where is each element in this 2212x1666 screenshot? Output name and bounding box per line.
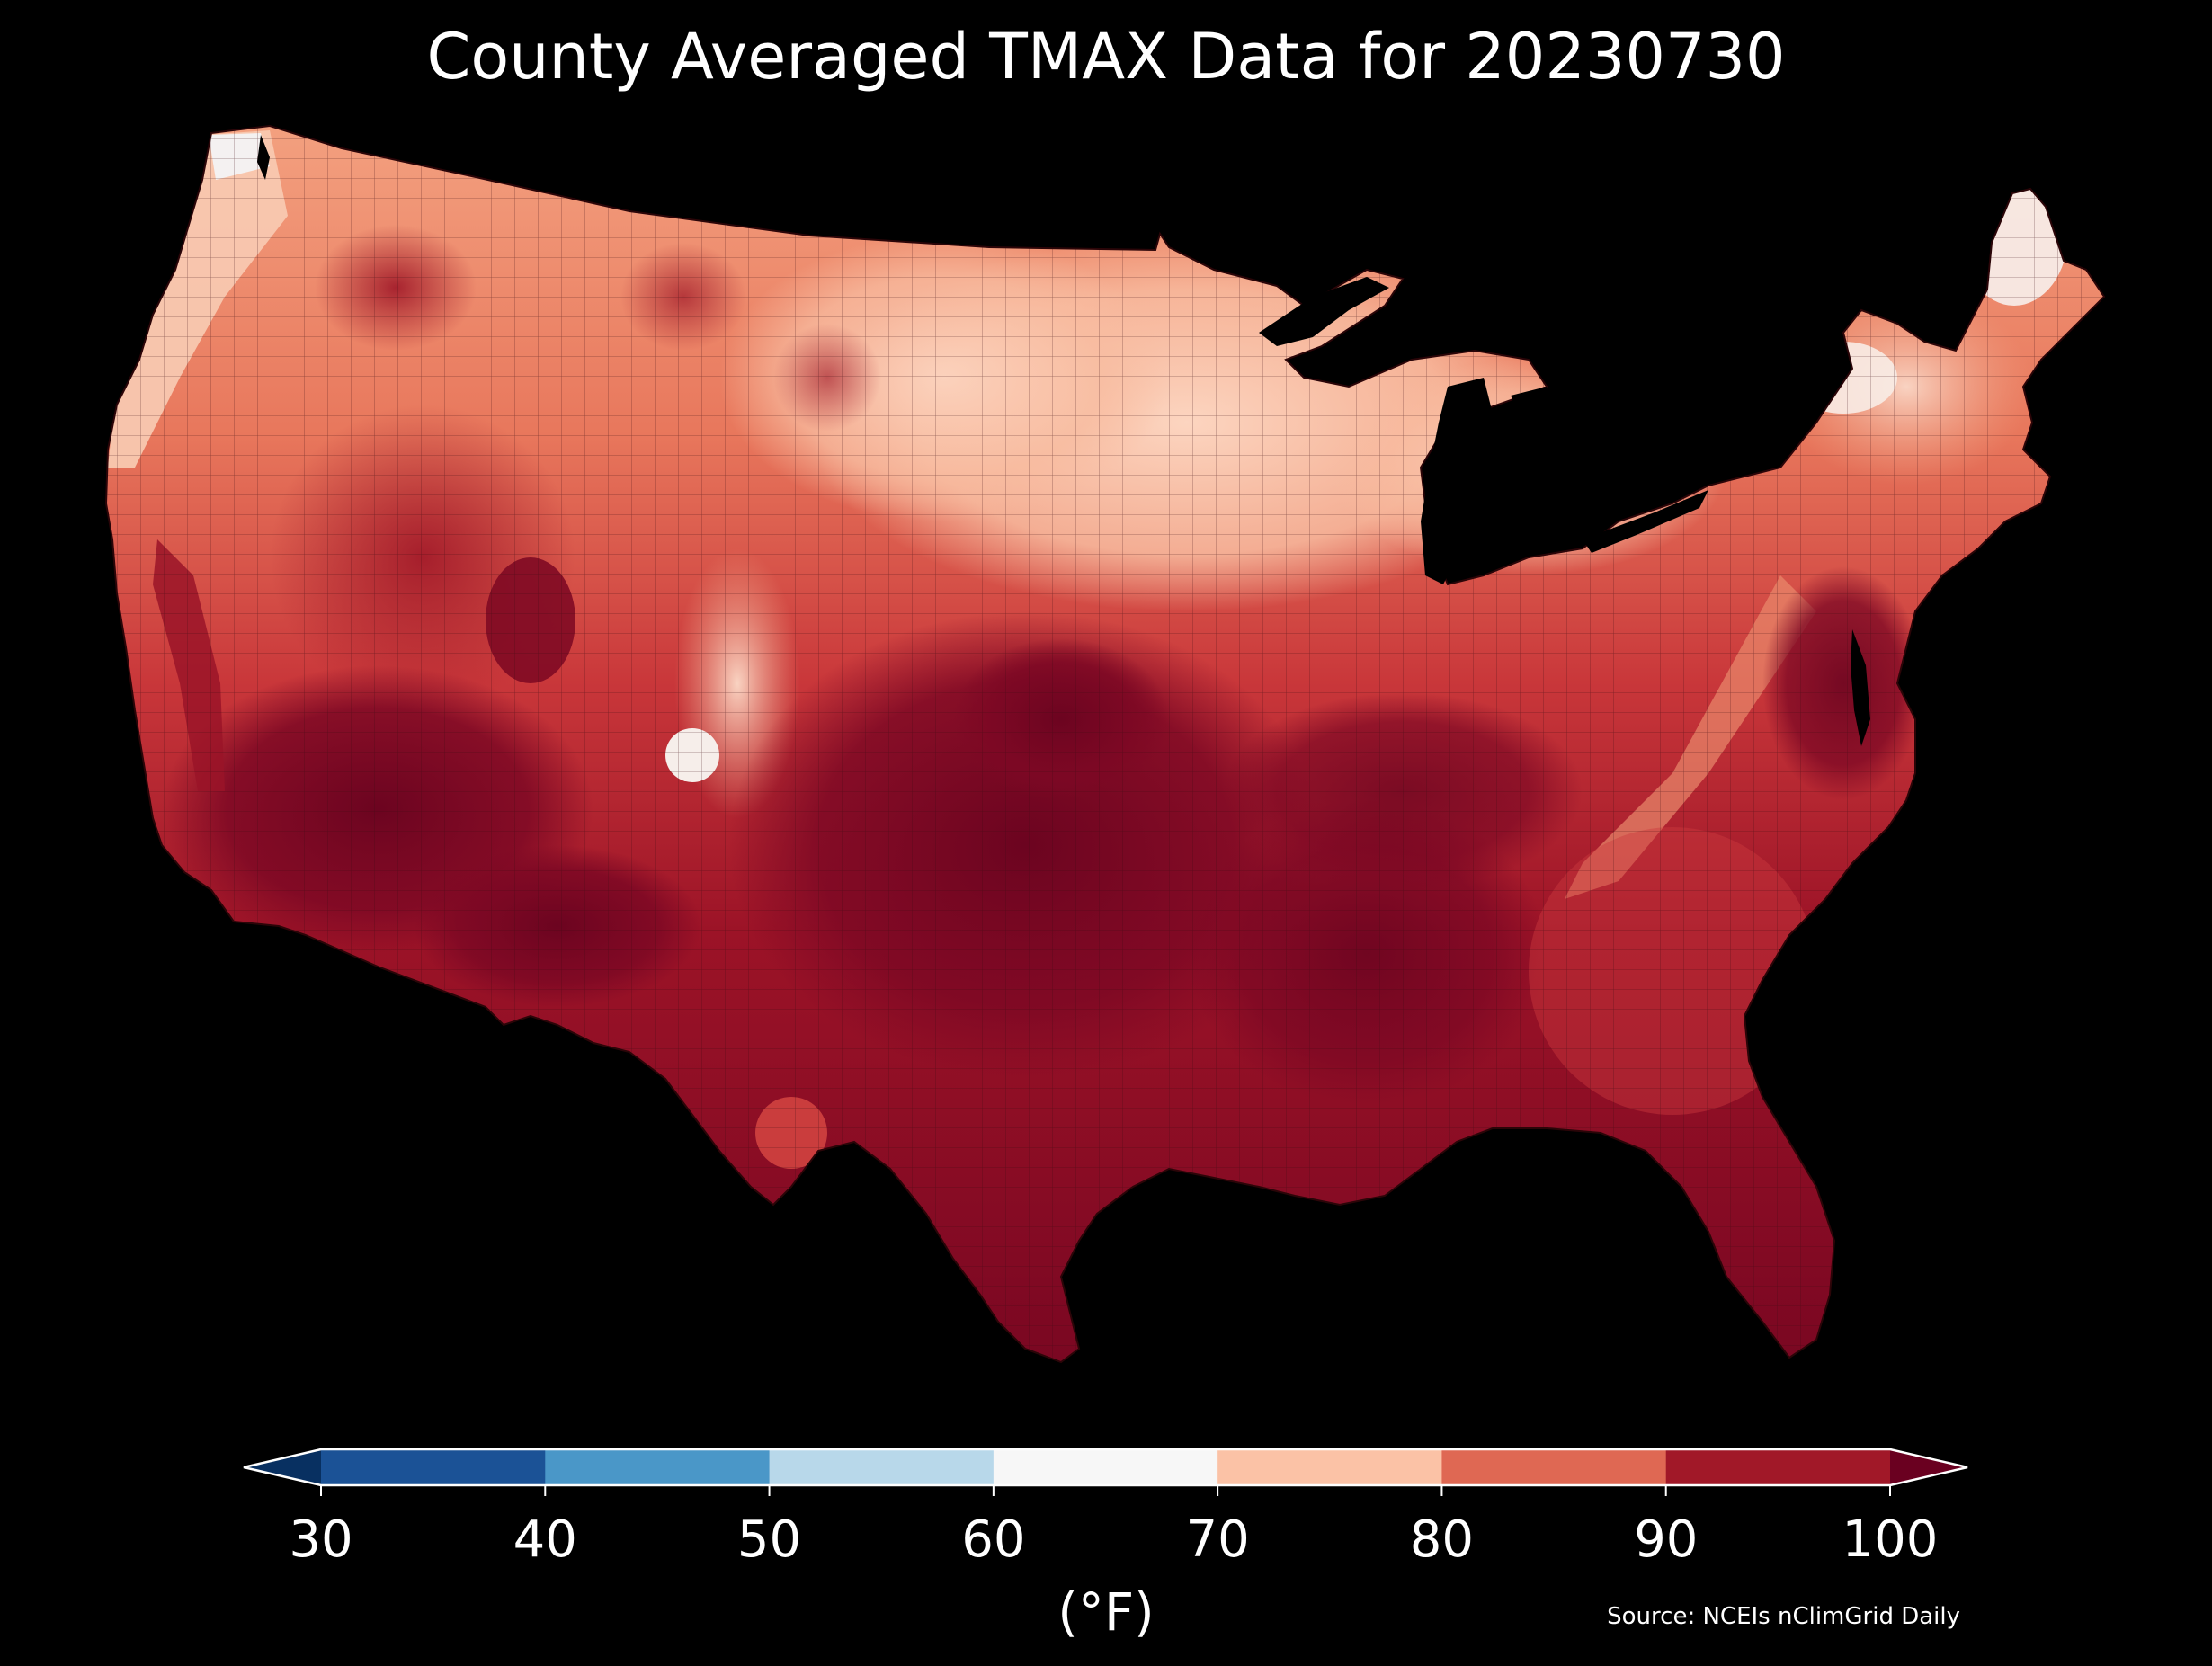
lake-erie — [1583, 490, 1708, 553]
colorbar-tick-label: 50 — [736, 1510, 802, 1569]
temperature-field — [106, 126, 2104, 1362]
map-title: County Averaged TMAX Data for 20230730 — [426, 20, 1786, 94]
colorbar-tick-label: 90 — [1634, 1510, 1699, 1569]
colorbar-over-arrow — [1890, 1449, 1967, 1485]
lake-superior — [1259, 277, 1389, 346]
colorbar-tick-label: 40 — [513, 1510, 577, 1569]
colorbar — [243, 1448, 1968, 1496]
colorbar-tick-label: 70 — [1185, 1510, 1250, 1569]
puget-sound — [257, 135, 270, 180]
colorbar-bin — [769, 1449, 995, 1485]
lake-huron — [1511, 387, 1565, 468]
colorbar-bin — [321, 1449, 546, 1485]
colorbar-bin — [1217, 1449, 1442, 1485]
colorbar-tick-label: 80 — [1409, 1510, 1475, 1569]
colorbar-bin — [1665, 1449, 1891, 1485]
source-credit: Source: NCEIs nClimGrid Daily — [1607, 1603, 1960, 1630]
colorbar-tick-label: 30 — [289, 1510, 353, 1569]
lake-michigan — [1421, 378, 1493, 584]
colorbar-tick-label: 100 — [1842, 1510, 1939, 1569]
colorbar-unit-label: (°F) — [1057, 1581, 1155, 1643]
colorbar-bin — [1441, 1449, 1667, 1485]
colorbar-under-arrow — [244, 1449, 321, 1485]
colorbar-bin — [993, 1449, 1218, 1485]
colorbar-tick-label: 60 — [961, 1510, 1026, 1569]
colorbar-bin — [545, 1449, 771, 1485]
chesapeake-bay — [1851, 629, 1870, 746]
